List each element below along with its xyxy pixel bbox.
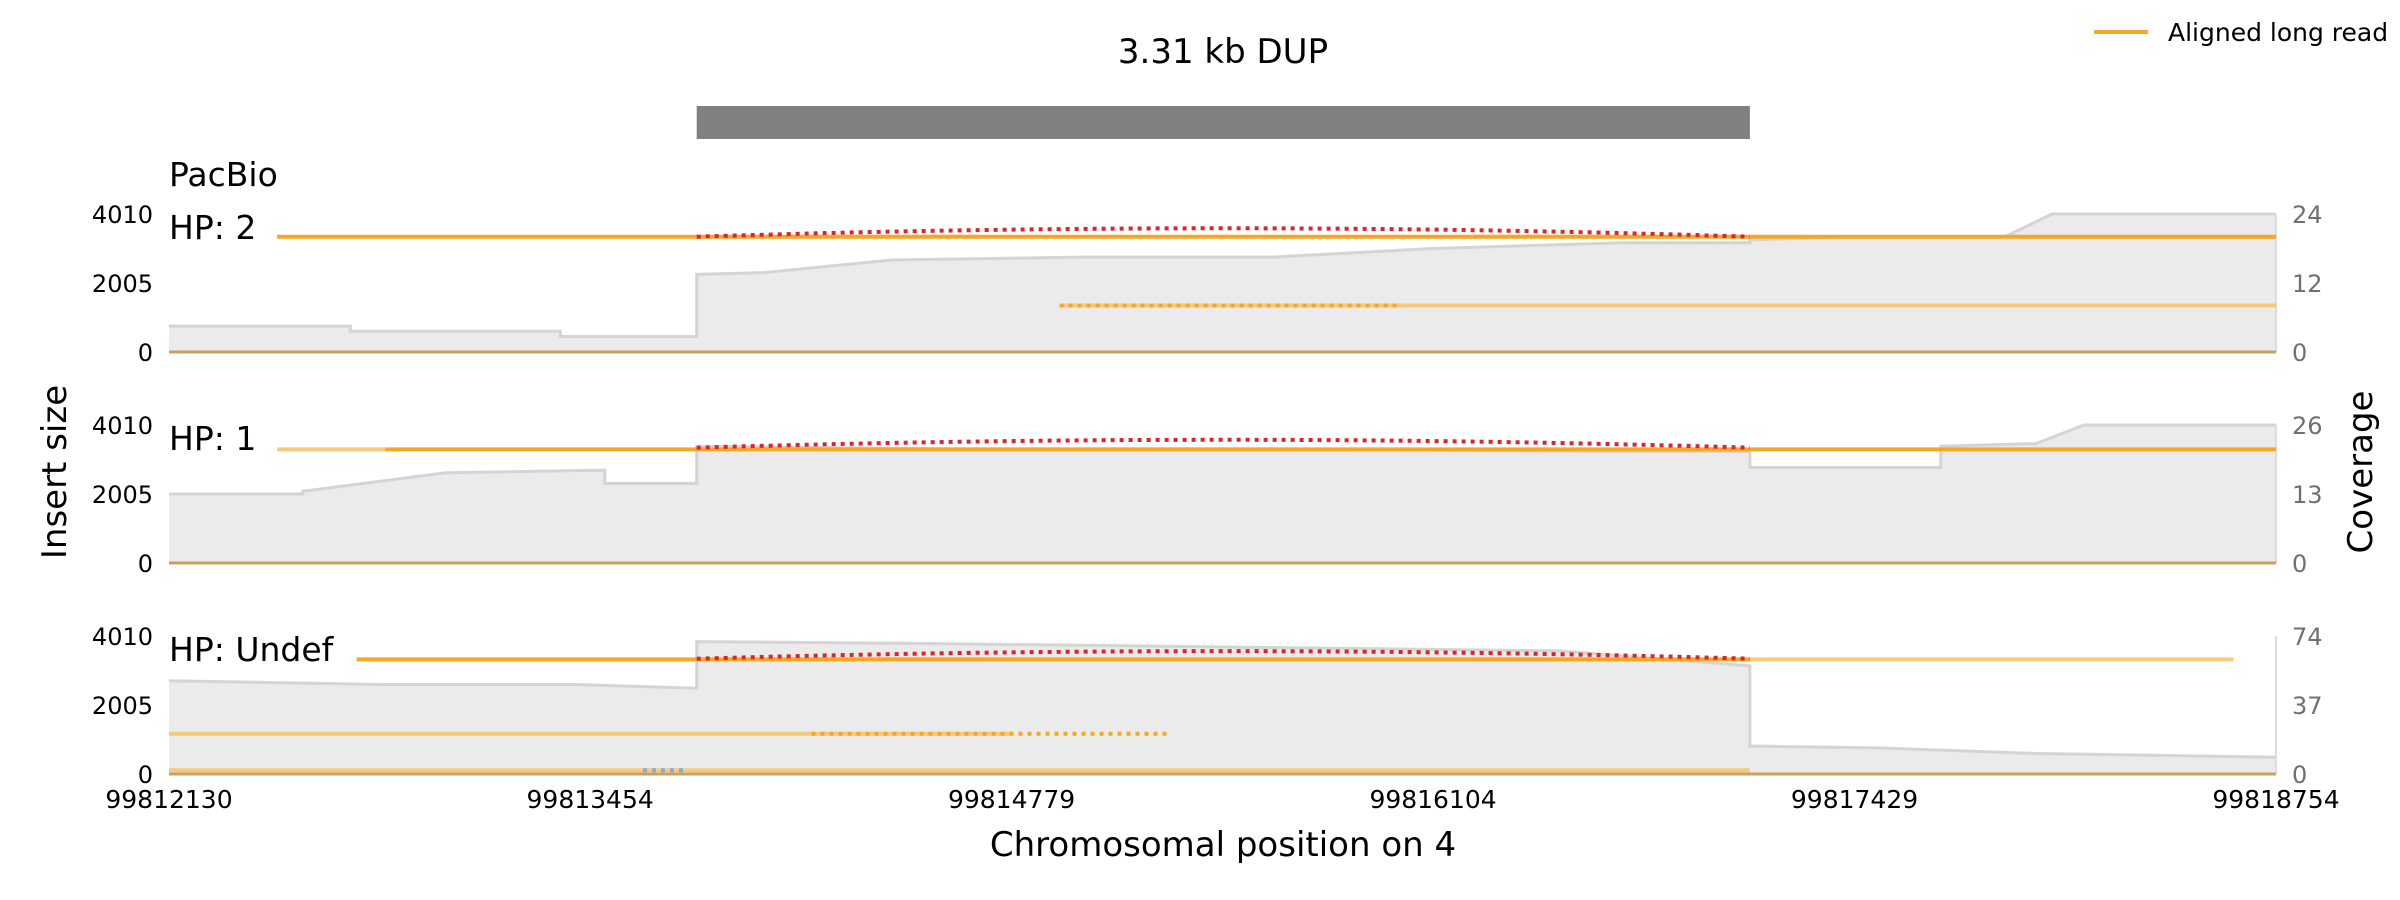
coverage-area	[169, 641, 2276, 774]
panel-3: HP: Undef 0 2005 4010 0 37 74	[92, 623, 2323, 789]
x-tick-label: 99812130	[105, 785, 232, 814]
insert-size-tick: 2005	[92, 692, 153, 720]
y-axis-title-right: Coverage	[2341, 391, 2381, 554]
insert-size-tick: 0	[138, 339, 153, 367]
insert-size-tick: 4010	[92, 201, 153, 229]
legend: Aligned long read	[2094, 18, 2388, 47]
coverage-line	[168, 640, 2277, 759]
split-read-link	[696, 437, 1750, 450]
insert-size-tick: 0	[138, 550, 153, 578]
coverage-tick: 13	[2292, 481, 2323, 509]
coverage-tick: 37	[2292, 692, 2323, 720]
panel-1: HP: 2 0 2005 4010 0 12 24	[92, 201, 2323, 367]
coverage-tick: 0	[2292, 550, 2307, 578]
split-read-link	[696, 649, 1750, 661]
x-tick-label: 99817429	[1791, 785, 1918, 814]
panel-label: HP: 1	[169, 419, 256, 458]
coverage-tick: 0	[2292, 339, 2307, 367]
x-tick-label: 99814779	[948, 785, 1075, 814]
chart-title: 3.31 kb DUP	[1118, 32, 1328, 72]
split-read-link	[696, 226, 1750, 239]
insert-size-tick: 2005	[92, 270, 153, 298]
panel-label: HP: 2	[169, 208, 256, 247]
x-tick-label: 99818754	[2212, 785, 2339, 814]
x-tick-label: 99816104	[1369, 785, 1496, 814]
sv-region-bar	[696, 106, 1750, 139]
coverage-tick: 26	[2292, 412, 2323, 440]
coverage-tick: 0	[2292, 761, 2307, 789]
coverage-tick: 24	[2292, 201, 2323, 229]
panel-2: HP: 1 0 2005 4010 0 13 26	[92, 412, 2323, 578]
legend-label: Aligned long read	[2168, 18, 2388, 47]
coverage-tick: 74	[2292, 623, 2323, 651]
insert-size-tick: 2005	[92, 481, 153, 509]
insert-size-tick: 4010	[92, 623, 153, 651]
panel-label: HP: Undef	[169, 630, 335, 669]
x-axis-title: Chromosomal position on 4	[990, 825, 1456, 865]
platform-label: PacBio	[169, 155, 278, 194]
coverage-area	[169, 214, 2276, 352]
insert-size-tick: 4010	[92, 412, 153, 440]
insert-size-tick: 0	[138, 761, 153, 789]
coverage-tick: 12	[2292, 270, 2323, 298]
x-tick-label: 99813454	[527, 785, 654, 814]
y-axis-title-left: Insert size	[35, 385, 75, 559]
